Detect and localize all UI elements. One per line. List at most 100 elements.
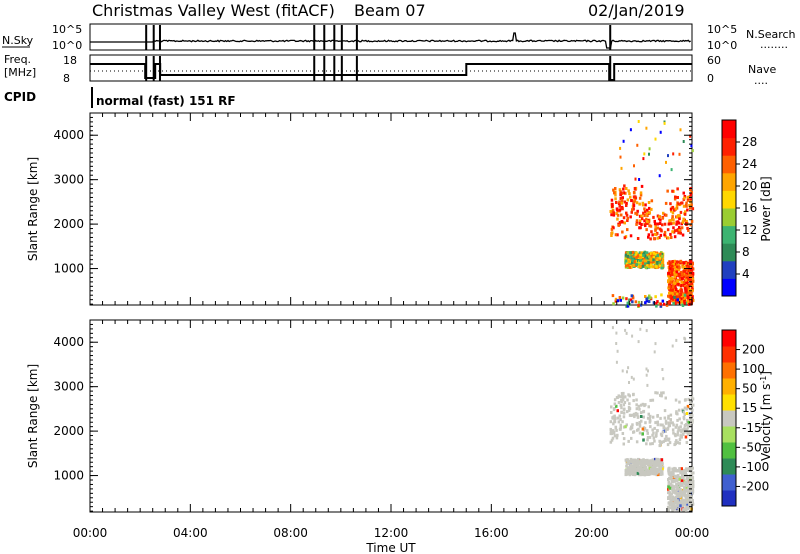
echo-cell (634, 413, 637, 417)
echo-cell (633, 260, 636, 264)
echo-cell (684, 203, 688, 207)
echo-cell (647, 300, 651, 303)
echo-cell (623, 236, 627, 240)
echo-cell (688, 299, 691, 303)
echo-cell (616, 299, 619, 303)
echo-cell (629, 427, 632, 431)
echo-cell (656, 256, 659, 260)
echo-cell (644, 466, 647, 470)
echo-cell (609, 427, 612, 431)
echo-cell (613, 402, 617, 406)
echo-cell (625, 470, 628, 474)
echo-cell (635, 212, 639, 216)
echo-cell (672, 152, 675, 156)
echo-cell (675, 485, 678, 489)
echo-cell (669, 418, 672, 422)
echo-cell (626, 254, 629, 258)
echo-cell (634, 411, 638, 415)
echo-cell (640, 214, 643, 218)
echo-cell (671, 267, 674, 271)
freq-unit-label: [MHz] (4, 66, 36, 79)
echo-cell (621, 220, 624, 224)
echo-cell (680, 483, 684, 487)
echo-cell (617, 420, 621, 424)
echo-cell (680, 430, 683, 434)
echo-cell (669, 219, 672, 223)
echo-cell (691, 286, 694, 290)
echo-cell (687, 276, 690, 280)
echo-cell (684, 273, 688, 277)
echo-cell (654, 295, 657, 299)
echo-cell (638, 422, 642, 426)
echo-cell (629, 234, 633, 238)
echo-cell (641, 402, 645, 406)
echo-cell (620, 406, 623, 410)
velocity-colorbar: 200 100 50 15 -15 -50 -100 -200 (721, 329, 769, 507)
echo-cell (674, 499, 678, 503)
echo-cell (672, 431, 675, 435)
echo-cell (625, 213, 629, 217)
echo-cell (672, 272, 676, 276)
y-tick-label: 3000 (53, 380, 84, 394)
echo-cell (635, 201, 639, 205)
echo-cell (656, 391, 659, 395)
echo-cell (616, 433, 619, 437)
echo-cell (661, 470, 664, 474)
echo-cell (670, 503, 674, 507)
echo-cell (667, 508, 670, 512)
echo-cell (681, 297, 684, 301)
echo-cell (674, 283, 677, 287)
echo-cell (651, 233, 654, 237)
echo-cell (622, 403, 626, 407)
echo-cell (674, 207, 678, 211)
echo-cell (679, 428, 682, 432)
echo-cell (668, 291, 671, 295)
echo-cell (689, 418, 693, 422)
echo-cell (691, 500, 694, 504)
echo-cell (682, 280, 685, 284)
echo-cell (654, 471, 657, 475)
cpid-label: CPID (4, 90, 36, 104)
echo-cell (661, 423, 664, 427)
echo-cell (649, 260, 652, 264)
colorbar-frame (721, 329, 737, 507)
noise-gap-mark (333, 25, 336, 50)
echo-cell (621, 394, 624, 398)
echo-cell (620, 191, 623, 195)
echo-cell (627, 460, 631, 464)
echo-cell (660, 293, 663, 297)
echo-cell (691, 271, 695, 275)
x-tick-label: 16:00 (474, 526, 509, 540)
echo-cell (628, 192, 631, 196)
echo-cell (625, 464, 628, 468)
echo-cell (670, 264, 673, 268)
echo-cell (646, 470, 650, 474)
echo-cell (647, 233, 651, 237)
echo-cell (613, 420, 617, 424)
echo-cell (685, 293, 688, 297)
echo-cell (629, 298, 633, 302)
echo-cell (668, 260, 671, 264)
echo-cell (639, 403, 643, 407)
echo-cell (689, 278, 692, 282)
echo-cell (627, 408, 631, 412)
echo-cell (682, 191, 685, 195)
echo-cell (661, 263, 664, 267)
echo-cell (658, 444, 661, 448)
echo-cell (691, 207, 695, 211)
echo-cell (679, 259, 683, 263)
echo-cell (638, 226, 641, 230)
echo-cell (669, 482, 673, 486)
echo-cell (642, 415, 645, 419)
echo-cell (632, 458, 635, 462)
echo-cell (684, 278, 688, 282)
echo-cell (659, 228, 663, 232)
echo-cell (690, 266, 694, 270)
echo-cell (628, 407, 632, 411)
echo-cell (691, 403, 695, 407)
echo-cell (628, 466, 632, 470)
echo-cell (678, 152, 681, 156)
echo-cell (685, 201, 688, 205)
echo-cell (654, 137, 657, 141)
echo-cell (675, 476, 678, 480)
